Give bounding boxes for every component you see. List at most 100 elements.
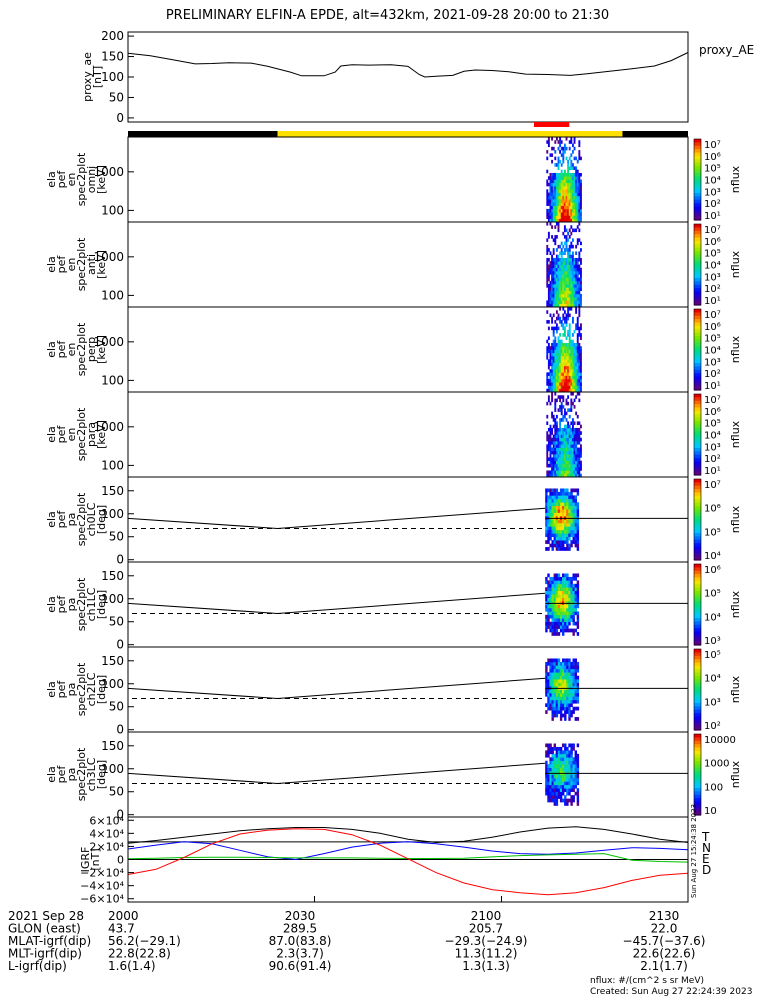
footer-row-value: 1.3(1.3) xyxy=(462,959,510,973)
igrf-ytick-label: 6×10⁴ xyxy=(89,814,124,827)
perp-colorbar-tick: 10⁴ xyxy=(704,346,721,357)
footer-row-value: 2030 xyxy=(285,909,316,923)
spectrogram-ch0LC xyxy=(545,488,580,551)
plot-title: PRELIMINARY ELFIN-A EPDE, alt=432km, 202… xyxy=(165,8,610,23)
igrf-series-D xyxy=(127,828,689,896)
spectrogram-anti xyxy=(546,222,582,308)
ch3LC-colorbar-tick: 1000 xyxy=(704,759,729,770)
proxy-ae-ylabel: proxy_ae[nT] xyxy=(81,52,104,102)
anti-colorbar-tick: 10⁵ xyxy=(704,249,721,260)
proxy-ae-ytick-label: 0 xyxy=(116,111,124,125)
ch0LC-colorbar-label: nflux xyxy=(729,505,742,533)
ch1LC-ylabel: elapefpaspec2plotch1LC[deg] xyxy=(45,577,108,631)
footer-row-value: 43.7 xyxy=(108,922,135,936)
ch2LC-colorbar-tick: 10⁴ xyxy=(704,674,721,685)
ch2LC-ylabel: elapefpaspec2plotch2LC[deg] xyxy=(45,662,108,716)
ch1LC-colorbar-tick: 10⁴ xyxy=(704,612,721,623)
ch1LC-colorbar-tick: 10³ xyxy=(704,636,721,647)
ch0LC-ytick-label: 150 xyxy=(101,484,124,498)
igrf-ytick-label: −2×10⁴ xyxy=(80,867,124,880)
anti-colorbar-tick: 10² xyxy=(704,284,721,295)
proxy-ae-legend: proxy_AE xyxy=(699,43,754,57)
perp-frame xyxy=(127,306,689,393)
footer-row-value: 2000 xyxy=(108,909,139,923)
perp-colorbar-tick: 10⁶ xyxy=(704,322,721,333)
perp-colorbar-tick: 10⁷ xyxy=(704,310,721,321)
footer-row-value: 1.6(1.4) xyxy=(108,959,156,973)
igrf-ytick-label: 2×10⁴ xyxy=(89,840,124,853)
spectrogram-omni xyxy=(546,137,582,223)
side-stamp: Sun Aug 27 15:24:38 2023 xyxy=(690,804,698,898)
igrf-series-E xyxy=(127,853,689,863)
igrf-legend-D: D xyxy=(702,863,711,877)
footer-created: Created: Sun Aug 27 22:24:39 2023 xyxy=(590,987,753,997)
ch0LC-ytick-label: 100 xyxy=(101,507,124,521)
igrf-series-N xyxy=(127,841,689,861)
ch3LC-ytick-label: 150 xyxy=(101,739,124,753)
spectrogram-perp xyxy=(546,307,582,393)
perp-colorbar-tick: 10⁵ xyxy=(704,334,721,345)
omni-colorbar-label: nflux xyxy=(729,165,742,193)
proxy-ae-line xyxy=(127,52,689,78)
status-bar-segment xyxy=(277,131,623,137)
ch2LC-colorbar xyxy=(693,648,702,731)
footer-row-label: 2021 Sep 28 xyxy=(8,909,84,923)
anti-frame xyxy=(127,221,689,308)
footer-row-value: 22.6(22.6) xyxy=(633,947,696,961)
ch3LC-ylabel: elapefpaspec2plotch3LC[deg] xyxy=(45,747,108,801)
ch2LC-ytick-label: 0 xyxy=(116,723,124,737)
anti-ytick-label: 1000 xyxy=(93,250,124,264)
igrf-series-T xyxy=(127,826,689,844)
footer-row-label: MLT-igrf(dip) xyxy=(8,947,82,961)
ch0LC-frame xyxy=(127,476,689,563)
ch1LC-colorbar-tick: 10⁶ xyxy=(704,565,721,576)
para-frame xyxy=(127,391,689,478)
ch3LC-losscone-line xyxy=(127,762,546,784)
perp-ylabel: elapefenspec2plotperp[keV] xyxy=(45,322,108,376)
footer-row-value: 2.1(1.7) xyxy=(640,959,688,973)
para-ytick-label: 1000 xyxy=(93,420,124,434)
ch1LC-frame xyxy=(127,561,689,648)
omni-colorbar xyxy=(693,138,702,221)
anti-colorbar-tick: 10¹ xyxy=(704,296,721,307)
igrf-ytick-label: −6×10⁴ xyxy=(80,893,124,906)
footer-row-value: 87.0(83.8) xyxy=(269,934,332,948)
spectrogram-ch2LC xyxy=(545,658,580,721)
omni-colorbar-tick: 10⁷ xyxy=(704,140,721,151)
ch3LC-colorbar-tick: 100 xyxy=(704,782,723,793)
ch0LC-colorbar-tick: 10⁴ xyxy=(704,551,721,562)
anti-colorbar-tick: 10⁶ xyxy=(704,237,721,248)
ch1LC-colorbar-tick: 10⁵ xyxy=(704,589,721,600)
ch1LC-colorbar-label: nflux xyxy=(729,590,742,618)
footer-row-value: 2.3(3.7) xyxy=(276,947,324,961)
ch0LC-colorbar xyxy=(693,478,702,561)
proxy-ae-ytick-label: 150 xyxy=(101,50,124,64)
ch1LC-ytick-label: 100 xyxy=(101,592,124,606)
igrf-ytick-label: 0 xyxy=(117,854,124,867)
para-ylabel: elapefenspec2plotpara[keV] xyxy=(45,407,108,461)
omni-colorbar-tick: 10⁶ xyxy=(704,152,721,163)
footer-row-value: −45.7(−37.6) xyxy=(623,934,706,948)
ch2LC-ytick-label: 100 xyxy=(101,677,124,691)
omni-colorbar-tick: 10⁴ xyxy=(704,176,721,187)
ch1LC-ytick-label: 150 xyxy=(101,569,124,583)
status-bar-segment xyxy=(128,131,278,137)
anti-colorbar-label: nflux xyxy=(729,250,742,278)
ch0LC-ytick-label: 0 xyxy=(116,553,124,567)
omni-colorbar-tick: 10³ xyxy=(704,187,721,198)
igrf-legend-E: E xyxy=(702,852,710,866)
footer-row-value: 56.2(−29.1) xyxy=(108,934,181,948)
perp-ytick-label: 1000 xyxy=(93,335,124,349)
ch1LC-colorbar xyxy=(693,563,702,646)
footer-row-value: 11.3(11.2) xyxy=(455,947,518,961)
perp-colorbar-label: nflux xyxy=(729,335,742,363)
footer-row-value: 205.7 xyxy=(469,922,503,936)
anti-ylabel: elapefenspec2plotanti[keV] xyxy=(45,237,108,291)
footer-row-value: 90.6(91.4) xyxy=(269,959,332,973)
footer-row-label: GLON (east) xyxy=(8,922,81,936)
proxy-ae-ytick-label: 100 xyxy=(101,70,124,84)
perp-colorbar xyxy=(693,308,702,391)
footer-row-value: 22.0 xyxy=(651,922,678,936)
para-colorbar-tick: 10⁶ xyxy=(704,407,721,418)
